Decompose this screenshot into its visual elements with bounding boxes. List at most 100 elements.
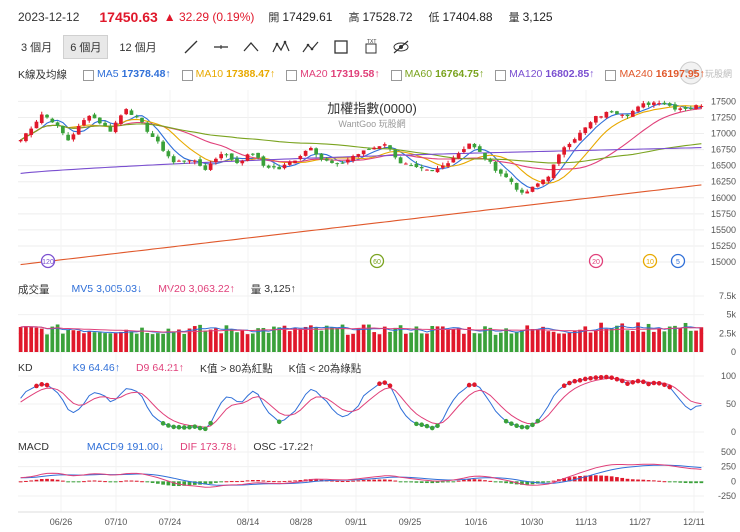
x-tick-label: 07/24 bbox=[159, 517, 182, 527]
candle-body bbox=[688, 107, 693, 109]
osc-bar bbox=[87, 480, 92, 482]
osc-bar bbox=[620, 477, 625, 482]
volume-tick-label: 5k bbox=[726, 310, 736, 320]
volume-bar bbox=[71, 330, 76, 352]
chart-title: 加權指數(0000) bbox=[327, 101, 417, 116]
osc-bar bbox=[557, 479, 561, 482]
candle-body bbox=[636, 106, 640, 112]
volume-bar bbox=[129, 331, 134, 352]
volume-bar bbox=[641, 331, 646, 352]
candle-body bbox=[39, 114, 44, 124]
candle-body bbox=[340, 162, 345, 164]
pattern-icon[interactable] bbox=[268, 38, 294, 56]
osc-bar bbox=[145, 481, 150, 483]
candle-body bbox=[145, 122, 150, 132]
candle-body bbox=[657, 103, 661, 105]
candle-body bbox=[76, 126, 81, 135]
osc-bar bbox=[287, 480, 292, 482]
volume-bar bbox=[699, 327, 704, 352]
checkbox-icon[interactable] bbox=[286, 69, 298, 81]
volume-bar bbox=[76, 330, 81, 352]
volume-bar bbox=[34, 327, 39, 352]
ma240-toggle[interactable]: MA240 16197.95↑ bbox=[605, 68, 705, 81]
volume-bar bbox=[208, 329, 213, 352]
candle-body bbox=[345, 159, 350, 163]
candle-body bbox=[435, 168, 440, 173]
osc-bar bbox=[467, 479, 472, 482]
open-value: 17429.61 bbox=[282, 10, 333, 24]
price-tick-label: 17000 bbox=[711, 129, 736, 139]
volume-bar bbox=[483, 326, 487, 352]
period-12m-button[interactable]: 12 個月 bbox=[119, 42, 157, 54]
candle-body bbox=[245, 154, 250, 161]
volume-bar bbox=[630, 331, 635, 352]
candle-body bbox=[609, 111, 614, 113]
k9-label: K9 bbox=[72, 362, 86, 374]
volume-bar bbox=[324, 325, 329, 352]
volume-bar bbox=[688, 330, 693, 352]
kd-overbought-dot bbox=[466, 382, 472, 388]
candle-body bbox=[240, 160, 245, 164]
ma-period-marker bbox=[642, 253, 658, 269]
kd-note-green: K值 < 20為綠點 bbox=[288, 362, 362, 375]
ma-period-marker bbox=[588, 253, 604, 269]
ma120-toggle[interactable]: MA120 16802.85↑ bbox=[495, 68, 594, 81]
macd-tick-label: -250 bbox=[718, 491, 736, 501]
candle-body bbox=[667, 103, 672, 106]
osc-bar bbox=[372, 479, 377, 482]
kd-oversold-dot bbox=[208, 420, 213, 426]
kd-oversold-dot bbox=[503, 418, 509, 424]
text-tool-icon[interactable]: TXT bbox=[358, 38, 384, 56]
trend-angle-icon[interactable] bbox=[238, 38, 264, 56]
ma20-toggle[interactable]: MA20 17319.58↑ bbox=[286, 68, 380, 81]
kd-overbought-dot bbox=[572, 378, 578, 384]
checkbox-icon[interactable] bbox=[181, 69, 193, 81]
candle-body bbox=[504, 173, 508, 178]
volume-bar bbox=[240, 329, 245, 352]
osc-label: OSC bbox=[253, 441, 277, 453]
volume-bar bbox=[97, 332, 102, 352]
ma-period-marker bbox=[40, 253, 56, 269]
kd-tick-label: 0 bbox=[731, 427, 736, 437]
checkbox-icon[interactable] bbox=[605, 69, 617, 81]
candle-body bbox=[382, 144, 387, 146]
osc-bar bbox=[108, 481, 113, 483]
kd-overbought-dot bbox=[656, 380, 662, 386]
volume-bar bbox=[372, 332, 377, 352]
volume-bar bbox=[87, 331, 92, 352]
period-3m-button[interactable]: 3 個月 bbox=[21, 42, 53, 54]
candle-body bbox=[282, 164, 287, 169]
candle-body bbox=[525, 191, 530, 194]
kd-oversold-dot bbox=[419, 422, 424, 428]
mv5-line bbox=[20, 325, 702, 334]
osc-bar bbox=[277, 481, 282, 483]
volume-bar bbox=[599, 322, 603, 352]
osc-bar bbox=[498, 481, 503, 483]
checkbox-icon[interactable] bbox=[390, 69, 402, 81]
candle-body bbox=[235, 158, 239, 164]
candle-body bbox=[208, 163, 213, 170]
mv20-value: MV20 bbox=[158, 283, 186, 295]
horizontal-line-icon[interactable] bbox=[208, 38, 234, 56]
ma5-toggle[interactable]: MA5 17378.48↑ bbox=[83, 68, 171, 81]
ma10-toggle[interactable]: MA10 17388.47↑ bbox=[181, 68, 275, 81]
fibonacci-icon[interactable] bbox=[298, 38, 324, 56]
volume-bar bbox=[588, 332, 593, 352]
macd-tick-label: 500 bbox=[721, 447, 736, 457]
ma60-toggle[interactable]: MA60 16764.75↑ bbox=[390, 68, 484, 81]
line-tool-icon[interactable] bbox=[178, 38, 204, 56]
volume-bar bbox=[335, 327, 340, 352]
checkbox-icon[interactable] bbox=[495, 69, 507, 81]
osc-bar bbox=[678, 481, 683, 483]
candle-body bbox=[203, 165, 208, 170]
osc-bar bbox=[667, 481, 672, 483]
osc-bar bbox=[609, 476, 614, 482]
rectangle-icon[interactable] bbox=[328, 38, 354, 56]
volume-bar bbox=[272, 326, 276, 352]
volume-bar bbox=[61, 333, 65, 352]
period-6m-button[interactable]: 6 個月 bbox=[63, 35, 109, 59]
hide-icon[interactable] bbox=[388, 38, 414, 56]
kd-oversold-dot bbox=[181, 425, 187, 430]
volume-bar bbox=[134, 333, 139, 352]
checkbox-icon[interactable] bbox=[83, 69, 95, 81]
